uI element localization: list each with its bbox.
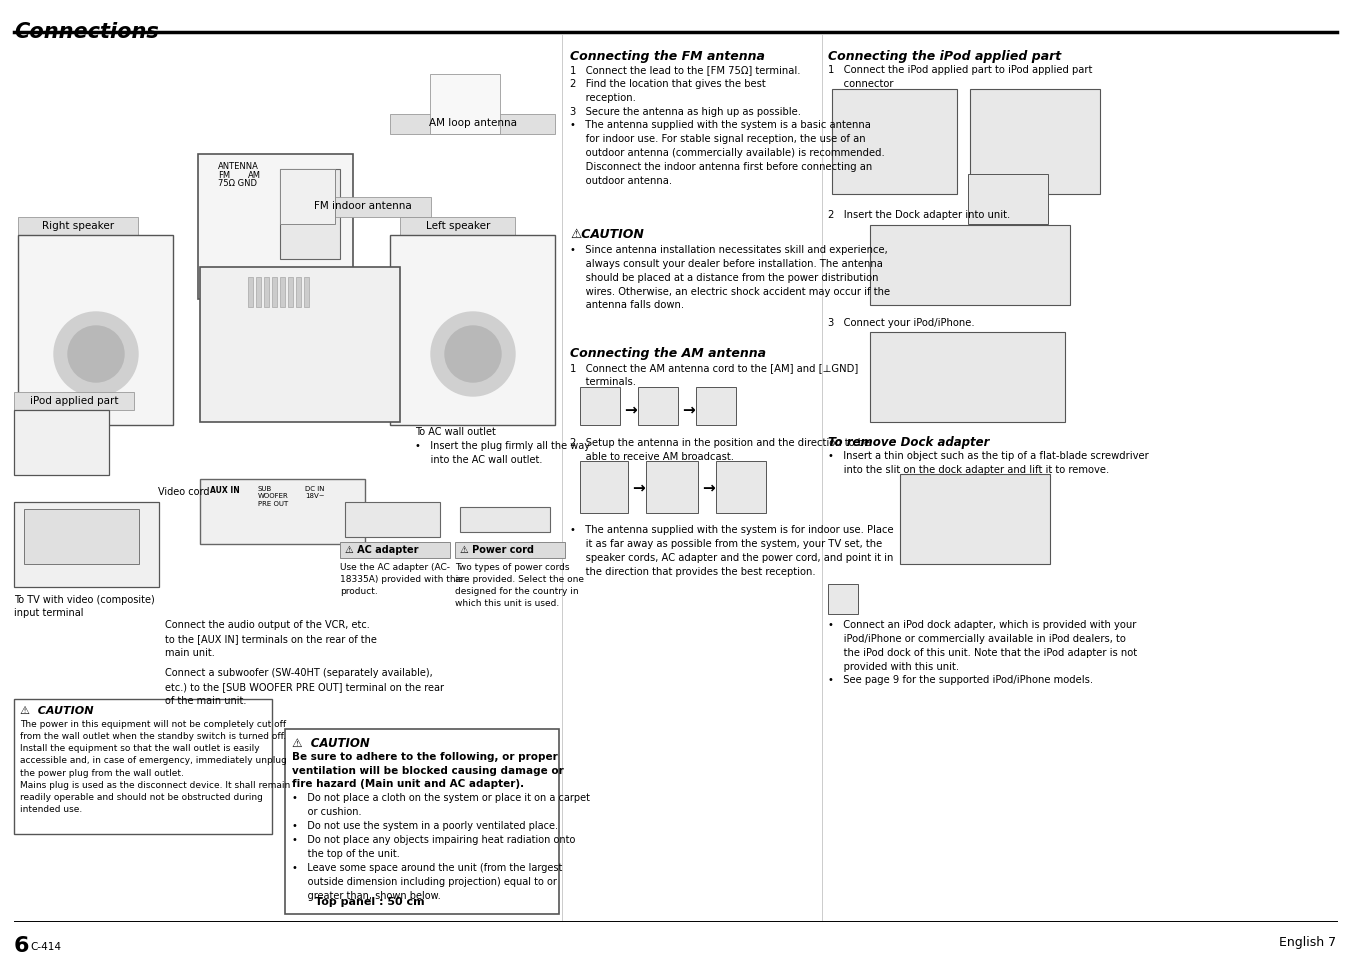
Text: English 7: English 7: [1278, 935, 1336, 948]
Text: SUB
WOOFER
PRE OUT: SUB WOOFER PRE OUT: [258, 485, 289, 506]
Text: iPod applied part: iPod applied part: [30, 395, 119, 406]
Bar: [580, 388, 620, 426]
Text: AUX IN: AUX IN: [211, 485, 240, 495]
Bar: [24, 510, 139, 564]
Text: 1   Connect the AM antenna cord to the [AM] and [⊥GND]
     terminals.: 1 Connect the AM antenna cord to the [AM…: [570, 363, 859, 386]
Text: Connecting the FM antenna: Connecting the FM antenna: [570, 50, 765, 63]
Bar: [198, 154, 352, 299]
Bar: [14, 700, 271, 834]
Bar: [968, 174, 1048, 225]
Text: Connecting the AM antenna: Connecting the AM antenna: [570, 347, 765, 359]
Text: Connecting the iPod applied part: Connecting the iPod applied part: [828, 50, 1061, 63]
Bar: [285, 729, 559, 914]
Bar: [271, 277, 277, 308]
Text: Video cord: Video cord: [158, 486, 209, 497]
Bar: [248, 277, 252, 308]
Text: 2   Setup the antenna in the position and the direction to be
     able to recei: 2 Setup the antenna in the position and …: [570, 437, 871, 461]
Bar: [900, 475, 1050, 564]
Circle shape: [54, 313, 138, 396]
Text: •   The antenna supplied with the system is for indoor use. Place
     it as far: • The antenna supplied with the system i…: [570, 524, 894, 576]
Text: FM indoor antenna: FM indoor antenna: [315, 201, 412, 211]
Bar: [18, 235, 173, 426]
Bar: [279, 277, 285, 308]
Bar: [828, 584, 859, 615]
Bar: [14, 393, 134, 411]
Bar: [390, 115, 555, 135]
Bar: [288, 277, 293, 308]
Text: →: →: [682, 401, 695, 416]
Bar: [460, 507, 549, 533]
Bar: [340, 542, 450, 558]
Text: •   Insert a thin object such as the tip of a flat-blade screwdriver
     into t: • Insert a thin object such as the tip o…: [828, 451, 1149, 475]
Text: 1   Connect the lead to the [FM 75Ω] terminal.
2   Find the location that gives : 1 Connect the lead to the [FM 75Ω] termi…: [570, 65, 884, 186]
Bar: [200, 268, 400, 422]
Bar: [390, 235, 555, 426]
Bar: [265, 277, 269, 308]
Text: →: →: [632, 479, 645, 495]
Bar: [200, 479, 364, 544]
Text: 3   Connect your iPod/iPhone.: 3 Connect your iPod/iPhone.: [828, 317, 975, 328]
Text: 75Ω GND: 75Ω GND: [217, 179, 256, 188]
Text: ⚠ AC adapter: ⚠ AC adapter: [346, 544, 418, 555]
Text: C-414: C-414: [30, 941, 61, 951]
Text: To remove Dock adapter: To remove Dock adapter: [828, 436, 990, 449]
Bar: [296, 198, 431, 218]
Text: →: →: [624, 401, 637, 416]
Bar: [14, 411, 109, 476]
Text: Be sure to adhere to the following, or proper
ventilation will be blocked causin: Be sure to adhere to the following, or p…: [292, 751, 564, 788]
Text: ANTENNA: ANTENNA: [217, 162, 259, 171]
Bar: [279, 170, 335, 225]
Text: AM: AM: [248, 171, 261, 180]
Bar: [716, 461, 765, 514]
Bar: [14, 502, 159, 587]
Text: ⚠CAUTION: ⚠CAUTION: [570, 228, 644, 241]
Text: Top panel : 50 cm: Top panel : 50 cm: [315, 896, 425, 906]
Bar: [256, 277, 261, 308]
Text: To AC wall outlet
•   Insert the plug firmly all the way
     into the AC wall o: To AC wall outlet • Insert the plug firm…: [414, 427, 590, 464]
Bar: [580, 461, 628, 514]
Text: ⚠  CAUTION: ⚠ CAUTION: [292, 737, 370, 749]
Bar: [639, 388, 678, 426]
Text: DC IN
18V~: DC IN 18V~: [305, 485, 324, 499]
Text: Two types of power cords
are provided. Select the one
designed for the country i: Two types of power cords are provided. S…: [455, 562, 585, 608]
Circle shape: [431, 313, 514, 396]
Text: 1   Connect the iPod applied part to iPod applied part
     connector: 1 Connect the iPod applied part to iPod …: [828, 65, 1092, 89]
Text: •   Do not place a cloth on the system or place it on a carpet
     or cushion.
: • Do not place a cloth on the system or …: [292, 792, 590, 900]
Text: ⚠ Power cord: ⚠ Power cord: [460, 544, 535, 555]
Text: Left speaker: Left speaker: [425, 221, 490, 231]
Bar: [832, 90, 957, 194]
Circle shape: [446, 327, 501, 382]
Text: FM: FM: [217, 171, 230, 180]
Bar: [971, 90, 1100, 194]
Bar: [346, 502, 440, 537]
Text: ⚠  CAUTION: ⚠ CAUTION: [20, 705, 93, 716]
Bar: [431, 75, 500, 135]
Text: •   Connect an iPod dock adapter, which is provided with your
     iPod/iPhone o: • Connect an iPod dock adapter, which is…: [828, 619, 1137, 684]
Text: Connections: Connections: [14, 22, 159, 42]
Text: 2   Insert the Dock adapter into unit.: 2 Insert the Dock adapter into unit.: [828, 210, 1010, 220]
Text: →: →: [702, 479, 714, 495]
Text: 6: 6: [14, 935, 30, 953]
Bar: [869, 333, 1065, 422]
Bar: [400, 218, 514, 235]
Bar: [869, 226, 1071, 306]
Bar: [304, 277, 309, 308]
Bar: [18, 218, 138, 235]
Bar: [697, 388, 736, 426]
Text: The power in this equipment will not be completely cut off
from the wall outlet : The power in this equipment will not be …: [20, 720, 290, 813]
Text: Use the AC adapter (AC-
18335A) provided with this
product.: Use the AC adapter (AC- 18335A) provided…: [340, 562, 463, 596]
Circle shape: [68, 327, 124, 382]
Text: Connect the audio output of the VCR, etc.
to the [AUX IN] terminals on the rear : Connect the audio output of the VCR, etc…: [165, 619, 377, 658]
Bar: [647, 461, 698, 514]
Text: •   Since antenna installation necessitates skill and experience,
     always co: • Since antenna installation necessitate…: [570, 245, 890, 310]
Text: Connect a subwoofer (SW-40HT (separately available),
etc.) to the [SUB WOOFER PR: Connect a subwoofer (SW-40HT (separately…: [165, 667, 444, 705]
Text: AM loop antenna: AM loop antenna: [429, 118, 517, 128]
Bar: [279, 170, 340, 260]
Text: Right speaker: Right speaker: [42, 221, 113, 231]
Text: To TV with video (composite)
input terminal: To TV with video (composite) input termi…: [14, 595, 155, 618]
Bar: [455, 542, 566, 558]
Bar: [296, 277, 301, 308]
